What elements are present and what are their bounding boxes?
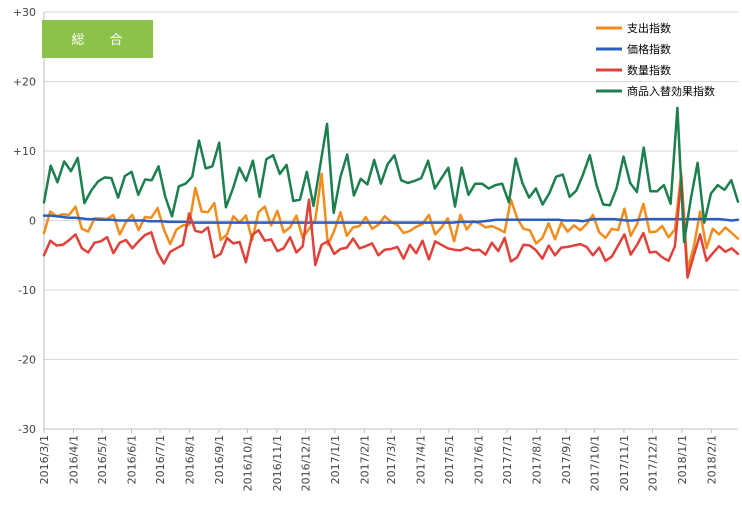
x-tick-label: 2016/3/1 xyxy=(38,435,51,484)
x-tick-label: 2016/4/1 xyxy=(67,435,80,484)
legend-label: 価格指数 xyxy=(627,42,671,56)
y-tick-label: +20 xyxy=(13,76,36,89)
series-lines xyxy=(42,106,740,279)
x-tick-label: 2017/5/1 xyxy=(443,435,456,484)
series-line-2 xyxy=(42,177,740,279)
x-tick-label: 2016/8/1 xyxy=(183,435,196,484)
total-badge-label: 総 合 xyxy=(71,33,128,48)
series-line-3 xyxy=(42,106,740,244)
x-tick-label: 2018/2/1 xyxy=(705,435,718,484)
y-tick-label: +10 xyxy=(13,145,36,158)
x-tick-label: 2016/10/1 xyxy=(241,435,254,491)
x-tick-label: 2017/7/1 xyxy=(501,435,514,484)
x-tick-label: 2016/5/1 xyxy=(96,435,109,484)
x-tick-label: 2017/9/1 xyxy=(560,435,573,484)
x-tick-label: 2016/6/1 xyxy=(125,435,138,484)
x-tick-label: 2017/1/1 xyxy=(329,435,342,484)
x-tick-label: 2016/11/1 xyxy=(271,435,284,491)
x-tick-label: 2016/7/1 xyxy=(154,435,167,484)
legend-label: 商品入替効果指数 xyxy=(627,84,715,98)
x-tick-label: 2017/6/1 xyxy=(472,435,485,484)
y-tick-label: 0 xyxy=(29,215,36,228)
x-tick-label: 2017/10/1 xyxy=(588,435,601,491)
x-tick-label: 2017/12/1 xyxy=(646,435,659,491)
y-axis-ticks: +30 +20 +10 0 -10 -20 -30 xyxy=(13,6,36,436)
x-tick-label: 2017/3/1 xyxy=(385,435,398,484)
series-line-1 xyxy=(42,214,740,224)
total-badge: 総 合 xyxy=(42,20,153,58)
x-tick-label: 2017/2/1 xyxy=(358,435,371,484)
x-tick-label: 2017/11/1 xyxy=(618,435,631,491)
x-tick-label: 2017/8/1 xyxy=(530,435,543,484)
legend-label: 支出指数 xyxy=(627,21,671,35)
y-tick-label: +30 xyxy=(13,6,36,19)
x-tick-label: 2016/9/1 xyxy=(213,435,226,484)
y-tick-label: -20 xyxy=(18,354,36,367)
y-tick-label: -30 xyxy=(18,423,36,436)
y-tick-label: -10 xyxy=(18,284,36,297)
x-tick-label: 2018/1/1 xyxy=(676,435,689,484)
legend-label: 数量指数 xyxy=(627,63,671,77)
total-badge-box xyxy=(42,20,153,58)
x-tick-label: 2017/4/1 xyxy=(414,435,427,484)
x-axis-ticks: 2016/3/1 2016/4/1 2016/5/1 2016/6/1 2016/7/1… xyxy=(38,429,718,491)
x-tick-label: 2016/12/1 xyxy=(299,435,312,491)
